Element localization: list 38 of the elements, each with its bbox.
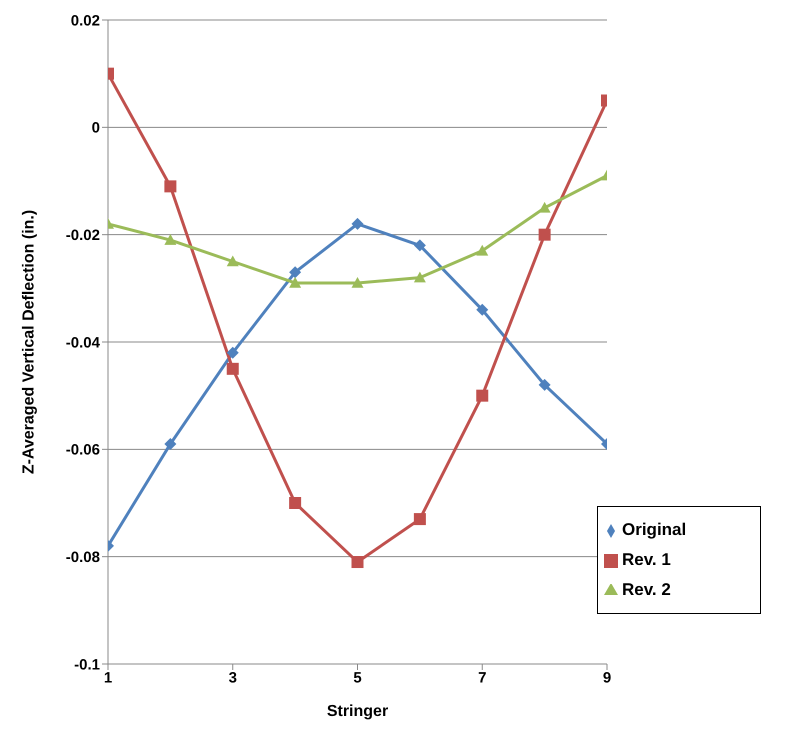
x-tick-label: 5 <box>353 670 362 687</box>
point <box>476 390 488 402</box>
point <box>538 378 551 391</box>
x-axis-title: Stringer <box>326 703 388 720</box>
y-tick-label: -0.08 <box>66 548 100 566</box>
point <box>414 239 426 252</box>
point <box>164 180 176 192</box>
y-tick-label: 0 <box>92 120 100 137</box>
x-tick-label: 7 <box>478 670 486 687</box>
point <box>414 272 426 282</box>
point <box>352 276 364 288</box>
point <box>164 234 176 245</box>
x-tick-label: 1 <box>104 670 112 687</box>
point <box>226 362 239 375</box>
y-tick-label: -0.04 <box>66 334 101 352</box>
point <box>538 202 551 213</box>
point <box>226 256 239 266</box>
y-tick-label: 0.02 <box>70 12 100 30</box>
point <box>352 218 364 230</box>
y-axis-title: Z-Averaged Vertical Deflection (in.) <box>20 210 38 474</box>
x-tick-label: 3 <box>228 670 237 687</box>
point <box>476 244 488 256</box>
point <box>476 304 488 316</box>
legend-label: Rev. 1 <box>622 550 671 569</box>
x-tick-label: 9 <box>602 670 612 687</box>
point <box>289 276 302 288</box>
legend-label: Rev. 2 <box>622 580 671 599</box>
y-tick-label: -0.02 <box>66 226 100 244</box>
legend-label: Original <box>622 520 686 539</box>
point <box>164 438 176 450</box>
point <box>226 346 239 359</box>
point <box>352 556 364 568</box>
point <box>538 228 551 241</box>
y-tick-label: -0.06 <box>66 442 100 459</box>
point <box>289 266 302 278</box>
point <box>289 497 302 509</box>
point <box>414 513 426 526</box>
y-tick-label: -0.1 <box>74 656 100 674</box>
